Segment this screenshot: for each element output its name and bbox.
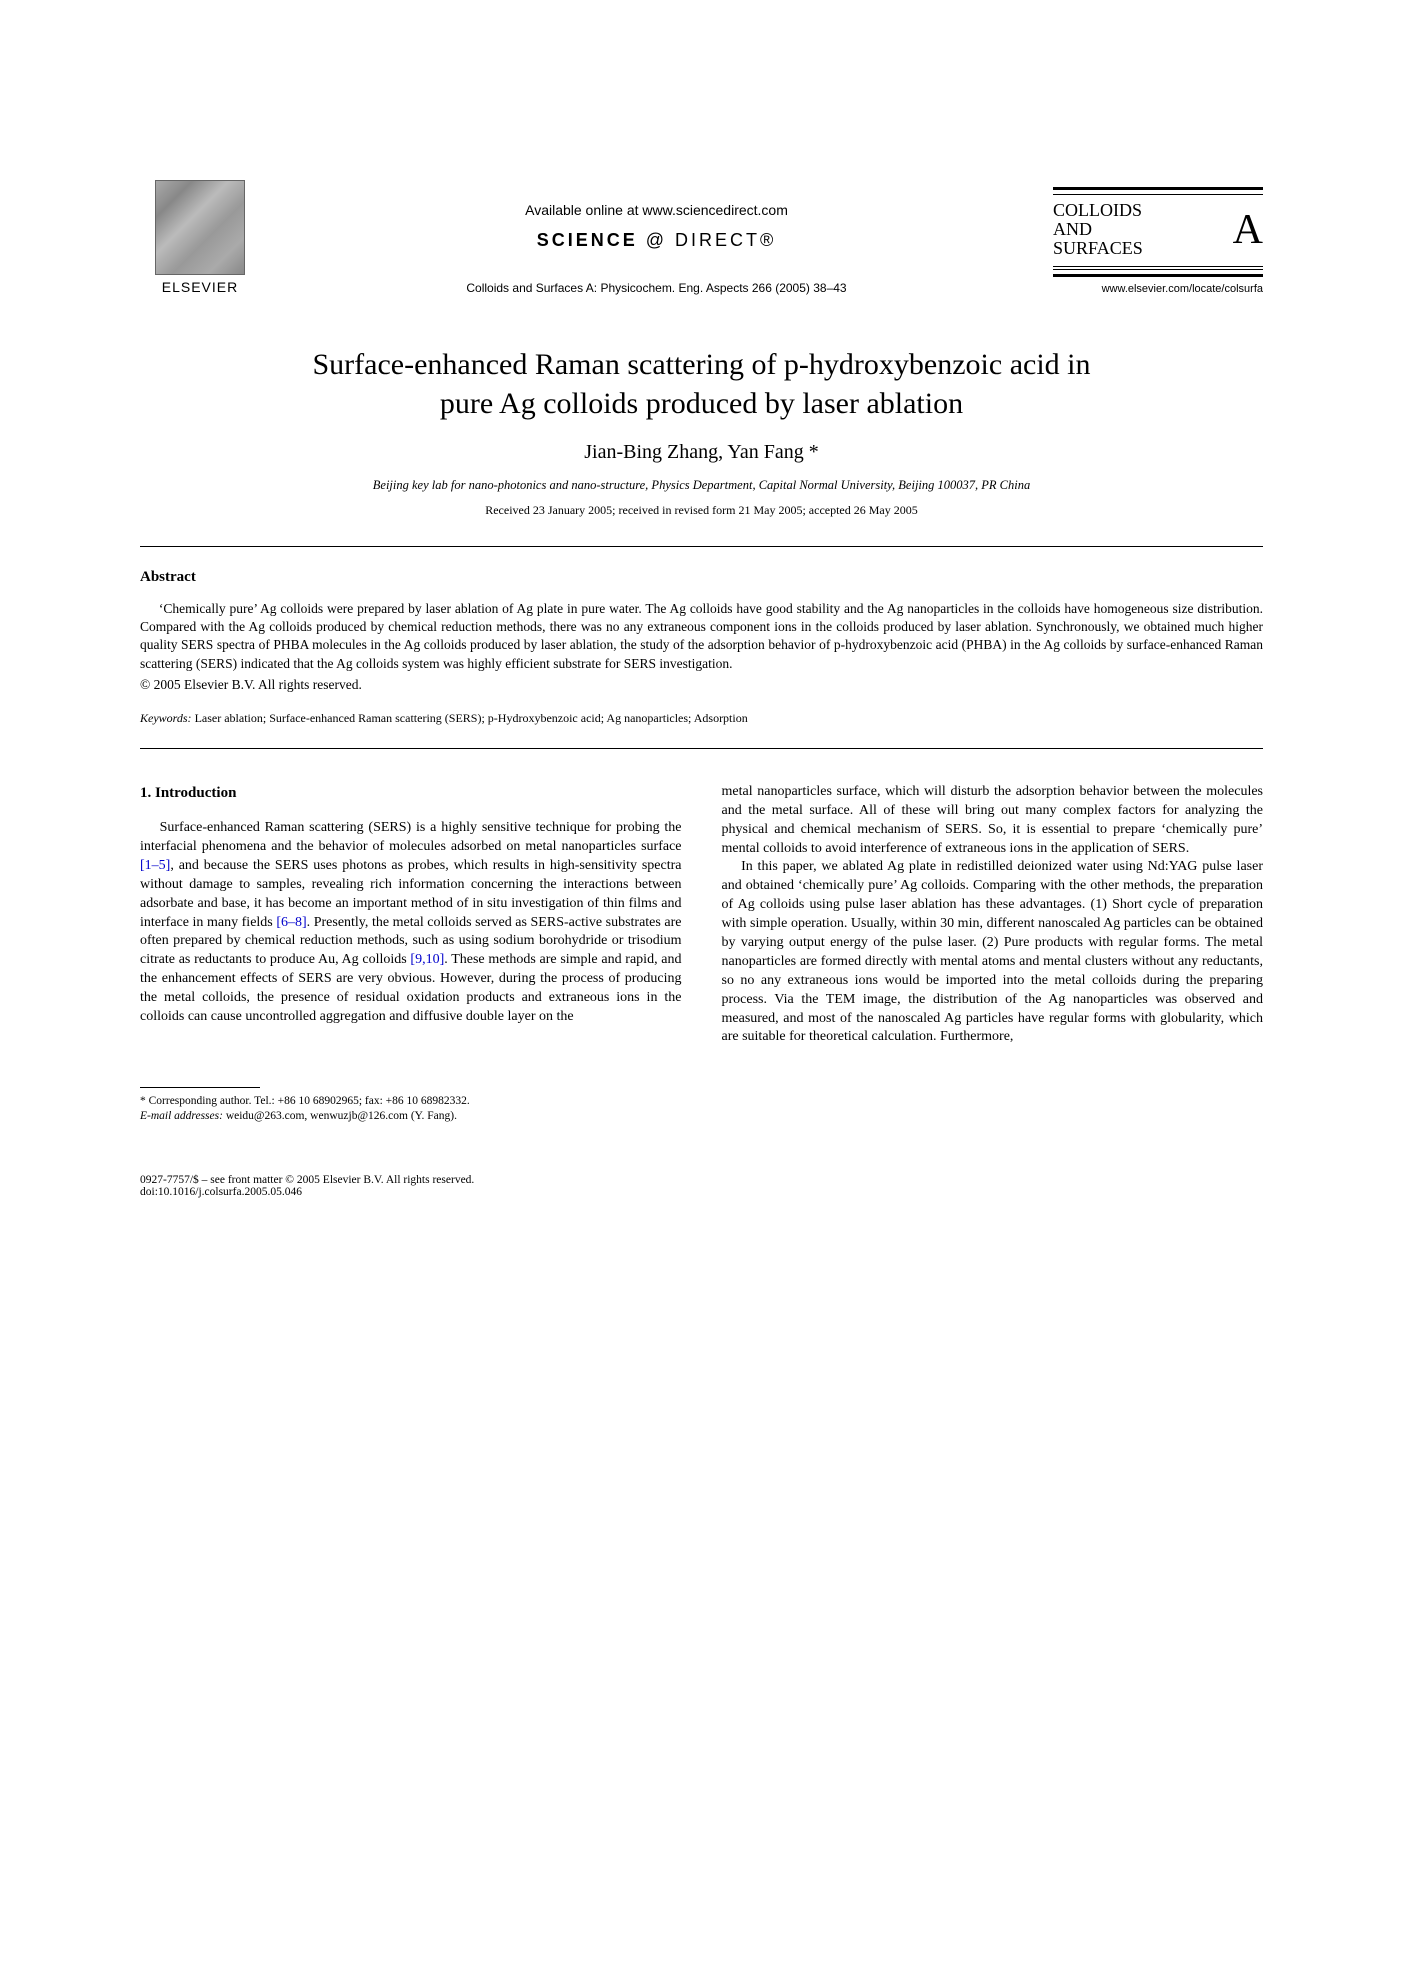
article-dates: Received 23 January 2005; received in re… (140, 503, 1263, 518)
section-1-heading: 1. Introduction (140, 783, 682, 803)
abstract-block: Abstract ‘Chemically pure’ Ag colloids w… (140, 569, 1263, 693)
intro-text-a: Surface-enhanced Raman scattering (SERS)… (140, 820, 682, 854)
journal-series-letter: A (1233, 206, 1263, 254)
publisher-name: ELSEVIER (162, 279, 238, 295)
left-column: 1. Introduction Surface-enhanced Raman s… (140, 783, 682, 1124)
intro-paragraph-left: Surface-enhanced Raman scattering (SERS)… (140, 819, 682, 1027)
available-online-text: Available online at www.sciencedirect.co… (525, 202, 788, 218)
journal-reference: Colloids and Surfaces A: Physicochem. En… (466, 281, 846, 295)
sciencedirect-logo: SCIENCE @ DIRECT® (537, 230, 777, 251)
journal-header: ELSEVIER Available online at www.science… (140, 180, 1263, 295)
title-line-2: pure Ag colloids produced by laser ablat… (440, 387, 963, 420)
corresponding-author-footnote: * Corresponding author. Tel.: +86 10 689… (140, 1094, 682, 1124)
article-title: Surface-enhanced Raman scattering of p-h… (200, 345, 1203, 423)
footer-doi-line: doi:10.1016/j.colsurfa.2005.05.046 (140, 1186, 1263, 1198)
journal-box-bottom-rule (1053, 269, 1263, 277)
sd-at-icon: @ (638, 230, 675, 250)
footnote-email-row: E-mail addresses: weidu@263.com, wenwuzj… (140, 1109, 682, 1124)
sd-suffix: DIRECT® (675, 230, 776, 250)
journal-title-line1: COLLOIDS (1053, 200, 1142, 220)
journal-title-line2: AND (1053, 219, 1092, 239)
intro-paragraph-right-1: metal nanoparticles surface, which will … (722, 783, 1264, 859)
journal-box-title-row: COLLOIDS AND SURFACES A (1053, 197, 1263, 267)
abstract-heading: Abstract (140, 569, 1263, 586)
journal-cover-box: COLLOIDS AND SURFACES A www.elsevier.com… (1053, 187, 1263, 295)
right-column: metal nanoparticles surface, which will … (722, 783, 1264, 1124)
journal-title-line3: SURFACES (1053, 238, 1143, 258)
ref-link-1-5[interactable]: [1–5] (140, 858, 170, 873)
journal-box-title: COLLOIDS AND SURFACES (1053, 201, 1143, 258)
footnote-email-text: weidu@263.com, wenwuzjb@126.com (Y. Fang… (223, 1110, 457, 1122)
center-header: Available online at www.sciencedirect.co… (260, 202, 1053, 295)
publisher-block: ELSEVIER (140, 180, 260, 295)
affiliation: Beijing key lab for nano-photonics and n… (140, 478, 1263, 493)
elsevier-tree-icon (155, 180, 245, 275)
title-line-1: Surface-enhanced Raman scattering of p-h… (312, 348, 1090, 381)
keywords-label: Keywords: (140, 711, 192, 725)
keywords-line: Keywords: Laser ablation; Surface-enhanc… (140, 711, 1263, 726)
authors: Jian-Bing Zhang, Yan Fang * (140, 441, 1263, 464)
keywords-text: Laser ablation; Surface-enhanced Raman s… (195, 711, 748, 725)
body-columns: 1. Introduction Surface-enhanced Raman s… (140, 783, 1263, 1124)
footnote-rule (140, 1087, 260, 1088)
footnote-corr: * Corresponding author. Tel.: +86 10 689… (140, 1094, 682, 1109)
ref-link-9-10[interactable]: [9,10] (410, 952, 444, 967)
abstract-body: ‘Chemically pure’ Ag colloids were prepa… (140, 600, 1263, 673)
rule-below-keywords (140, 748, 1263, 749)
sd-prefix: SCIENCE (537, 230, 638, 250)
footer-block: 0927-7757/$ – see front matter © 2005 El… (140, 1174, 1263, 1198)
intro-paragraph-right-2: In this paper, we ablated Ag plate in re… (722, 858, 1264, 1047)
journal-url: www.elsevier.com/locate/colsurfa (1053, 283, 1263, 295)
journal-box-top-rule (1053, 187, 1263, 195)
footer-issn-line: 0927-7757/$ – see front matter © 2005 El… (140, 1174, 1263, 1186)
rule-above-abstract (140, 546, 1263, 547)
ref-link-6-8[interactable]: [6–8] (276, 915, 306, 930)
abstract-copyright: © 2005 Elsevier B.V. All rights reserved… (140, 677, 1263, 693)
abstract-text: ‘Chemically pure’ Ag colloids were prepa… (140, 600, 1263, 673)
footnote-email-label: E-mail addresses: (140, 1110, 223, 1122)
